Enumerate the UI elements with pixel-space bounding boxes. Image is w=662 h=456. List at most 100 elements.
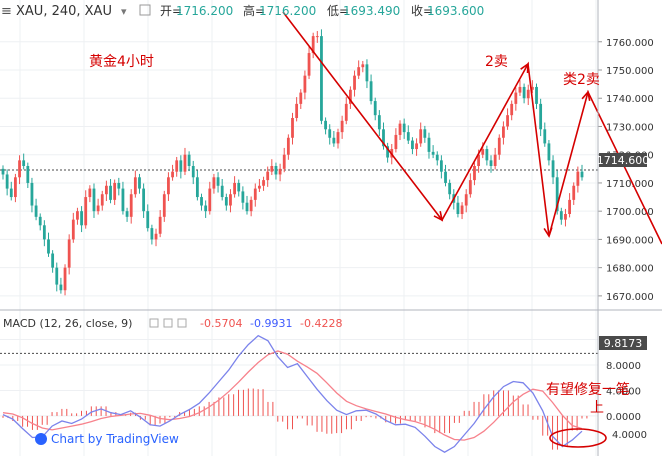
settings-icon[interactable] (163, 318, 173, 328)
settings-icon[interactable] (139, 4, 151, 16)
candle-body (419, 129, 423, 144)
candle-body (195, 177, 199, 198)
candle-body (485, 149, 489, 161)
svg-text:Chart by TradingView: Chart by TradingView (51, 432, 179, 446)
chart-header: ≡ XAU, 240, XAU ▾ 开= 1716.200 高= 1716.20… (1, 3, 484, 19)
menu-icon[interactable]: ≡ (1, 4, 12, 19)
candle-body (162, 194, 166, 217)
candle-body (427, 137, 431, 152)
candle-body (59, 284, 63, 291)
candle-body (365, 64, 369, 82)
tradingview-watermark[interactable]: Chart by TradingView (35, 432, 179, 446)
candle-body (274, 166, 278, 175)
candle-body (411, 140, 414, 150)
macd-label[interactable]: MACD (12, 26, close, 9) (3, 317, 132, 330)
signal-line (2, 350, 583, 441)
candle-body (535, 86, 538, 104)
candle-body (568, 199, 571, 214)
candle-body (146, 211, 150, 229)
candle-body (572, 185, 576, 200)
tradingview-logo-icon (35, 433, 47, 445)
price-tick-label: 1750.000 (606, 66, 654, 77)
candle-body (258, 185, 261, 189)
candle-body (216, 177, 220, 186)
candle-body (154, 233, 158, 240)
price-tick-label: 1740.000 (606, 94, 654, 105)
symbol-label[interactable]: XAU, 240, XAU (16, 4, 112, 19)
candle-body (245, 202, 249, 212)
candle-body (311, 36, 315, 54)
candle-body (468, 180, 472, 195)
close-value: 1693.600 (427, 4, 484, 18)
candle-body (1, 168, 5, 175)
candle-body (477, 154, 481, 166)
candle-body (530, 86, 534, 90)
arrow-head (520, 62, 529, 74)
candlestick-series (1, 29, 584, 296)
candle-body (88, 188, 92, 198)
candle-body (510, 103, 514, 116)
candle-body (551, 160, 555, 178)
candle-body (497, 137, 501, 155)
candle-body (26, 166, 30, 183)
candle-body (51, 253, 55, 268)
price-tick-label: 1760.000 (606, 38, 654, 49)
candle-body (506, 115, 509, 127)
candle-body (175, 160, 179, 172)
candle-body (187, 154, 191, 166)
macd-lines (2, 334, 583, 453)
candle-body (76, 211, 79, 220)
high-value: 1716.200 (259, 4, 316, 18)
macd-tick-label: 8.0000 (606, 361, 641, 372)
candle-body (493, 154, 497, 166)
grid-lines (0, 0, 598, 456)
candle-body (47, 239, 50, 254)
last-price-tag: 1714.600 (597, 153, 649, 167)
arrow-head (543, 227, 553, 238)
candle-body (340, 120, 344, 133)
candle-body (286, 137, 290, 155)
candle-body (253, 188, 257, 200)
open-label: 开= (160, 4, 182, 18)
candle-body (336, 132, 340, 144)
candle-body (233, 182, 236, 195)
svg-text:9.8173: 9.8173 (604, 337, 643, 350)
candle-body (204, 205, 208, 212)
candle-body (9, 188, 13, 198)
candle-body (543, 129, 547, 144)
candle-body (18, 160, 21, 178)
candle-body (63, 267, 67, 291)
chevron-down-icon[interactable]: ▾ (121, 5, 127, 18)
close-icon[interactable] (177, 318, 187, 328)
candle-body (67, 239, 71, 268)
price-tick-label: 1710.000 (606, 179, 654, 190)
macd-annotation-tail: 上 (590, 400, 604, 416)
candle-body (369, 81, 373, 102)
candle-body (361, 64, 365, 68)
candle-body (278, 168, 282, 175)
price-tick-label: 1680.000 (606, 264, 654, 275)
candle-body (394, 134, 398, 150)
candle-body (71, 219, 75, 240)
arrow-head (581, 90, 591, 101)
macd-tick-label: 4.0000 (612, 430, 647, 441)
candle-body (42, 225, 46, 240)
candle-body (349, 89, 352, 104)
macd-annotation: 有望修复一笔 (546, 381, 630, 398)
candle-body (332, 137, 336, 144)
price-tick-label: 1700.000 (606, 207, 654, 218)
candle-body (481, 149, 485, 155)
candle-body (80, 211, 83, 226)
arrow-head (433, 211, 444, 222)
candle-body (518, 86, 522, 93)
signal-value: -0.4228 (300, 317, 342, 330)
visibility-icon[interactable] (149, 318, 159, 328)
candle-body (460, 205, 464, 214)
class-sell2-annotation: 类2卖 (563, 72, 600, 88)
macd-hist-value: -0.5704 (200, 317, 242, 330)
candle-body (402, 123, 406, 133)
candle-body (109, 185, 112, 200)
candle-body (249, 199, 253, 212)
candle-body (125, 211, 129, 217)
